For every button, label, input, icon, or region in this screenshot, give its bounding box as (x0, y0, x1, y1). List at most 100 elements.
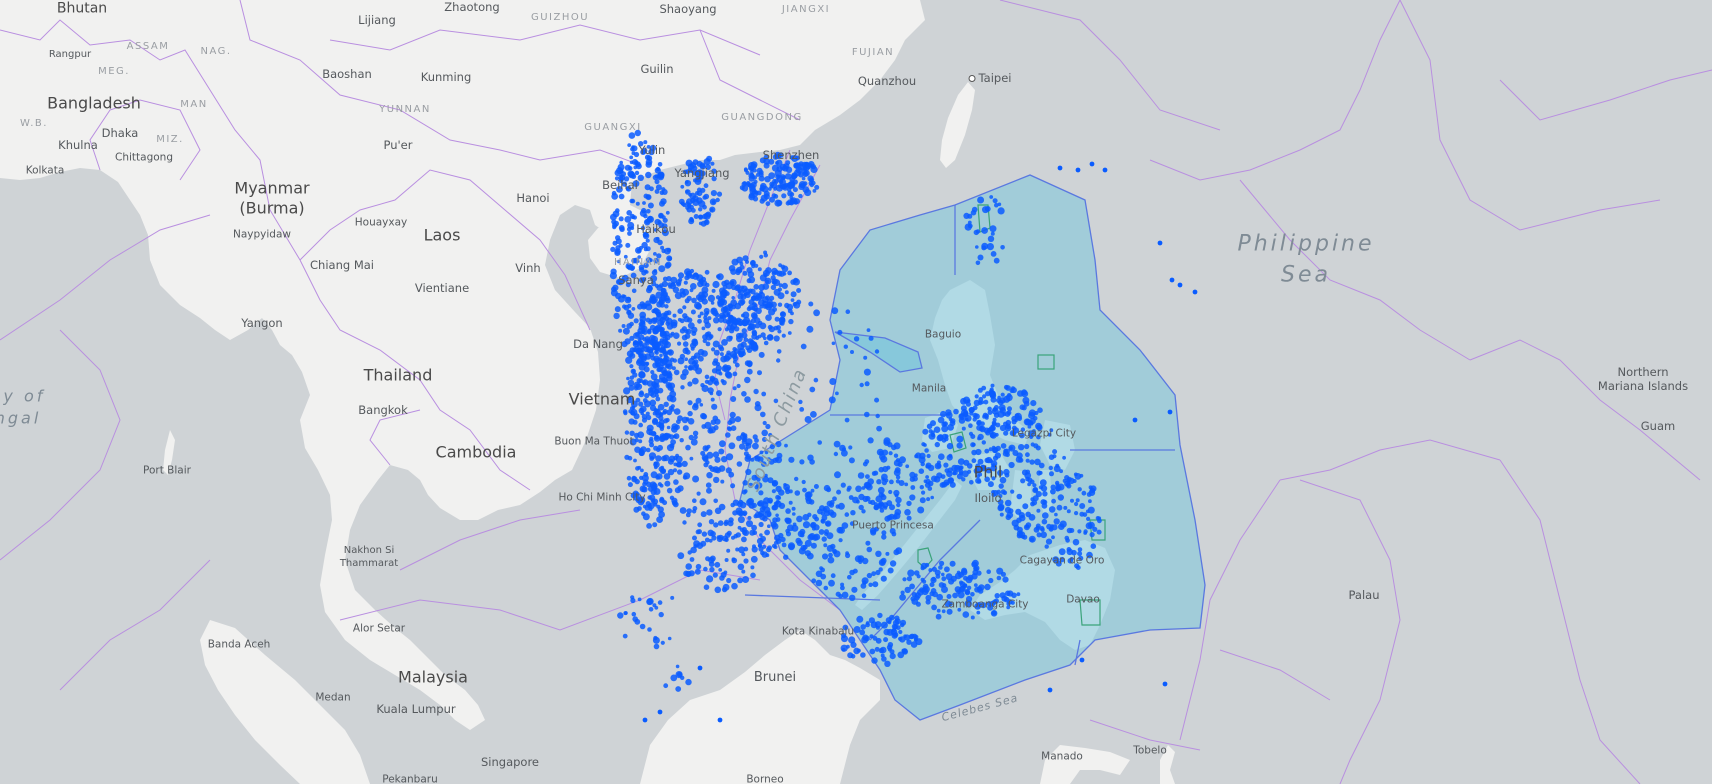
observation-point[interactable] (650, 355, 656, 361)
observation-point[interactable] (673, 433, 680, 440)
observation-point[interactable] (676, 419, 681, 425)
observation-point[interactable] (771, 193, 777, 198)
observation-point[interactable] (987, 410, 993, 415)
observation-point[interactable] (895, 475, 901, 480)
observation-point[interactable] (662, 351, 669, 357)
observation-point[interactable] (943, 462, 949, 468)
observation-point[interactable] (629, 430, 635, 436)
observation-point[interactable] (655, 412, 662, 419)
observation-point[interactable] (973, 467, 980, 474)
observation-point[interactable] (799, 459, 805, 465)
observation-point[interactable] (762, 269, 770, 277)
observation-point[interactable] (746, 520, 753, 528)
observation-point[interactable] (717, 717, 723, 723)
observation-point[interactable] (791, 506, 796, 511)
observation-point[interactable] (1007, 590, 1014, 597)
observation-point[interactable] (784, 487, 790, 492)
observation-point[interactable] (741, 328, 747, 334)
observation-point[interactable] (853, 626, 861, 633)
observation-point[interactable] (873, 470, 879, 476)
observation-point[interactable] (670, 276, 678, 284)
observation-point[interactable] (615, 245, 621, 251)
observation-point[interactable] (959, 586, 965, 592)
observation-point[interactable] (888, 489, 893, 495)
observation-point[interactable] (767, 187, 772, 191)
observation-point[interactable] (1018, 457, 1024, 463)
observation-point[interactable] (818, 529, 825, 535)
observation-point[interactable] (646, 145, 651, 149)
observation-point[interactable] (880, 557, 887, 564)
observation-point[interactable] (925, 464, 930, 469)
observation-point[interactable] (1039, 479, 1047, 487)
observation-point[interactable] (624, 430, 630, 435)
observation-point[interactable] (781, 333, 786, 338)
observation-point[interactable] (990, 231, 995, 236)
observation-point[interactable] (1025, 452, 1030, 458)
observation-point[interactable] (1028, 409, 1036, 417)
observation-point[interactable] (686, 508, 692, 514)
observation-point[interactable] (639, 277, 645, 283)
observation-point[interactable] (722, 318, 728, 324)
observation-point[interactable] (778, 283, 783, 288)
observation-point[interactable] (654, 605, 659, 610)
observation-point[interactable] (744, 455, 751, 462)
observation-point[interactable] (712, 572, 718, 578)
observation-point[interactable] (772, 154, 779, 160)
observation-point[interactable] (899, 636, 906, 643)
observation-point[interactable] (736, 256, 743, 264)
observation-point[interactable] (765, 423, 771, 430)
observation-point[interactable] (973, 399, 981, 407)
observation-point[interactable] (971, 573, 978, 580)
observation-point[interactable] (750, 259, 756, 266)
observation-point[interactable] (639, 245, 643, 250)
observation-point[interactable] (667, 468, 675, 476)
observation-point[interactable] (650, 498, 656, 504)
observation-point[interactable] (893, 512, 901, 520)
observation-point[interactable] (987, 235, 995, 242)
observation-point[interactable] (1009, 388, 1015, 394)
observation-point[interactable] (938, 453, 945, 461)
observation-point[interactable] (644, 184, 651, 191)
observation-point[interactable] (677, 308, 683, 315)
observation-point[interactable] (642, 337, 647, 342)
observation-point[interactable] (655, 184, 662, 191)
observation-point[interactable] (781, 542, 787, 548)
observation-point[interactable] (716, 390, 722, 397)
observation-point[interactable] (882, 466, 889, 473)
observation-point[interactable] (809, 499, 815, 505)
observation-point[interactable] (1045, 538, 1053, 545)
observation-point[interactable] (648, 607, 654, 612)
observation-point[interactable] (990, 424, 995, 429)
observation-point[interactable] (740, 299, 746, 305)
observation-point[interactable] (994, 593, 1000, 599)
observation-point[interactable] (765, 295, 770, 301)
observation-point[interactable] (703, 584, 710, 590)
observation-point[interactable] (812, 189, 817, 193)
observation-point[interactable] (646, 414, 652, 421)
observation-point[interactable] (637, 465, 642, 470)
observation-point[interactable] (651, 281, 657, 287)
observation-point[interactable] (914, 592, 921, 599)
observation-point[interactable] (758, 299, 765, 306)
observation-point[interactable] (794, 476, 799, 482)
observation-point[interactable] (687, 203, 692, 208)
observation-point[interactable] (976, 420, 982, 426)
observation-point[interactable] (768, 303, 774, 308)
observation-point[interactable] (753, 179, 758, 184)
observation-point[interactable] (940, 474, 946, 479)
observation-point[interactable] (654, 174, 659, 179)
observation-point[interactable] (1034, 458, 1041, 466)
observation-point[interactable] (1035, 445, 1041, 451)
observation-point[interactable] (960, 397, 967, 405)
observation-point[interactable] (656, 312, 662, 317)
observation-point[interactable] (961, 477, 966, 482)
observation-point[interactable] (814, 516, 819, 522)
observation-point[interactable] (837, 329, 843, 335)
observation-point[interactable] (619, 160, 623, 165)
observation-point[interactable] (1020, 478, 1026, 484)
observation-point[interactable] (689, 268, 695, 274)
observation-point[interactable] (901, 648, 908, 654)
observation-point[interactable] (806, 325, 814, 333)
observation-point[interactable] (634, 438, 639, 443)
observation-point[interactable] (839, 444, 846, 452)
